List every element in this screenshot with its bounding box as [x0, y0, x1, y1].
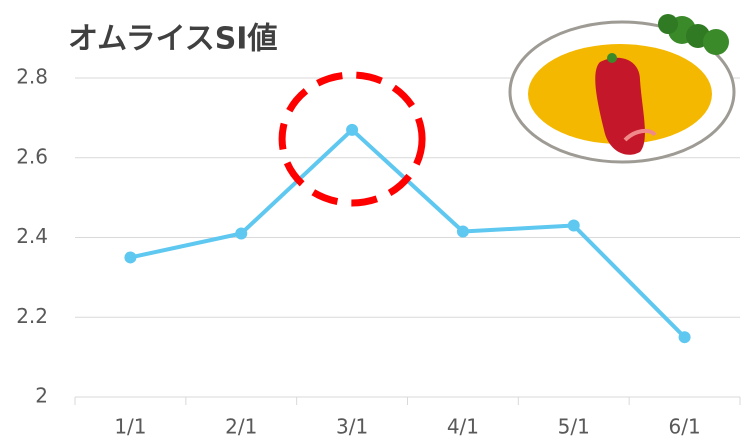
- point: [346, 124, 358, 136]
- y-tick-label: 2.2: [16, 304, 48, 328]
- x-tick-label: 2/1: [225, 415, 257, 439]
- omurice-illustration: [510, 14, 734, 162]
- chart: オムライスSI値 2 2.2 2.4 2.6 2.8 1/1 2/1 3/1 4/1 5/1 6/1: [0, 0, 742, 440]
- x-tick-label: 5/1: [558, 415, 590, 439]
- point: [679, 331, 691, 343]
- x-tick-label: 6/1: [668, 415, 700, 439]
- point: [235, 228, 247, 240]
- y-tick-label: 2.6: [16, 144, 48, 168]
- point: [568, 220, 580, 232]
- point: [457, 226, 469, 238]
- y-tick-label: 2.4: [16, 224, 48, 248]
- y-tick-label: 2.8: [16, 65, 48, 89]
- highlight-circle: [282, 75, 422, 203]
- x-tick-label: 3/1: [336, 415, 368, 439]
- x-tick-label: 1/1: [114, 415, 146, 439]
- point: [124, 251, 136, 263]
- x-tick-label: 4/1: [447, 415, 479, 439]
- chart-title: オムライスSI値: [68, 22, 277, 57]
- y-tick-label: 2: [35, 384, 48, 408]
